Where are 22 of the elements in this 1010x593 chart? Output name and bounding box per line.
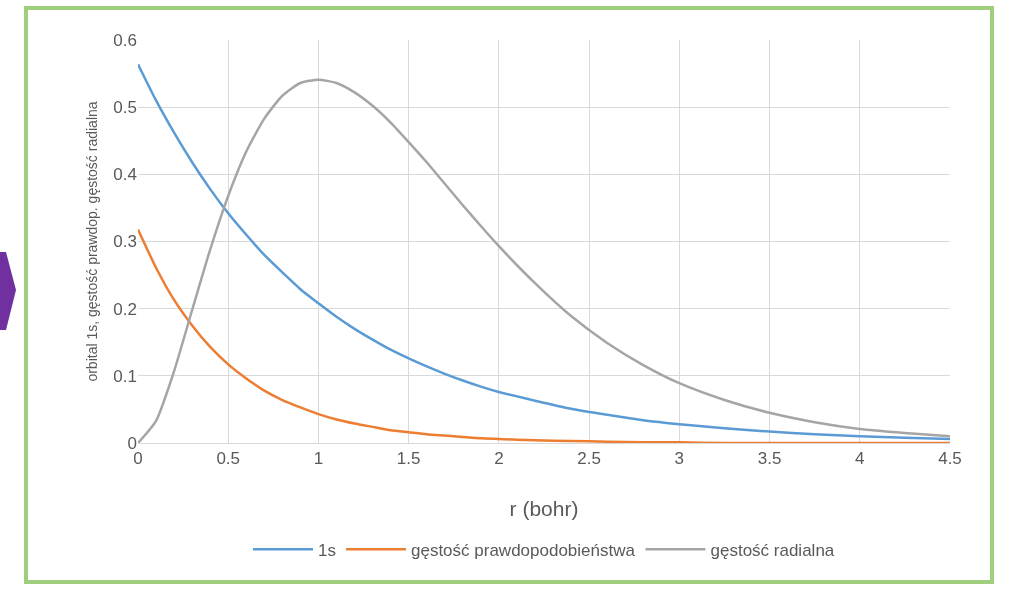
y-tick-label: 0.6 (113, 30, 137, 50)
y-tick-label: 0.5 (113, 98, 137, 118)
x-tick-label: 2 (494, 449, 504, 469)
x-tick-label: 4.5 (938, 449, 962, 469)
y-tick-label: 0.1 (113, 366, 137, 386)
x-tick-label: 3 (674, 449, 685, 469)
y-tick-label: 0.3 (113, 232, 137, 252)
x-tick-label: 3.5 (757, 449, 782, 469)
line-series (138, 228, 950, 443)
x-tick-label: 4 (855, 449, 865, 469)
x-axis-title: r (bohr) (509, 497, 579, 520)
y-axis-title: orbital 1s, gęstość prawdop. gęstość radialna (83, 101, 100, 382)
legend-label: 1s (318, 540, 336, 560)
x-tick-label: 2.5 (577, 449, 601, 469)
legend-label: gęstość prawdopodobieństwa (410, 540, 636, 560)
y-tick-label: 0 (127, 433, 137, 453)
legend-label: gęstość radialna (710, 540, 835, 560)
x-tick-label: 0.5 (216, 449, 241, 469)
x-tick-label: 1.5 (396, 449, 421, 469)
x-tick-label: 1 (313, 449, 324, 469)
y-tick-label: 0.4 (113, 165, 137, 185)
y-tick-label: 0.2 (113, 299, 137, 319)
